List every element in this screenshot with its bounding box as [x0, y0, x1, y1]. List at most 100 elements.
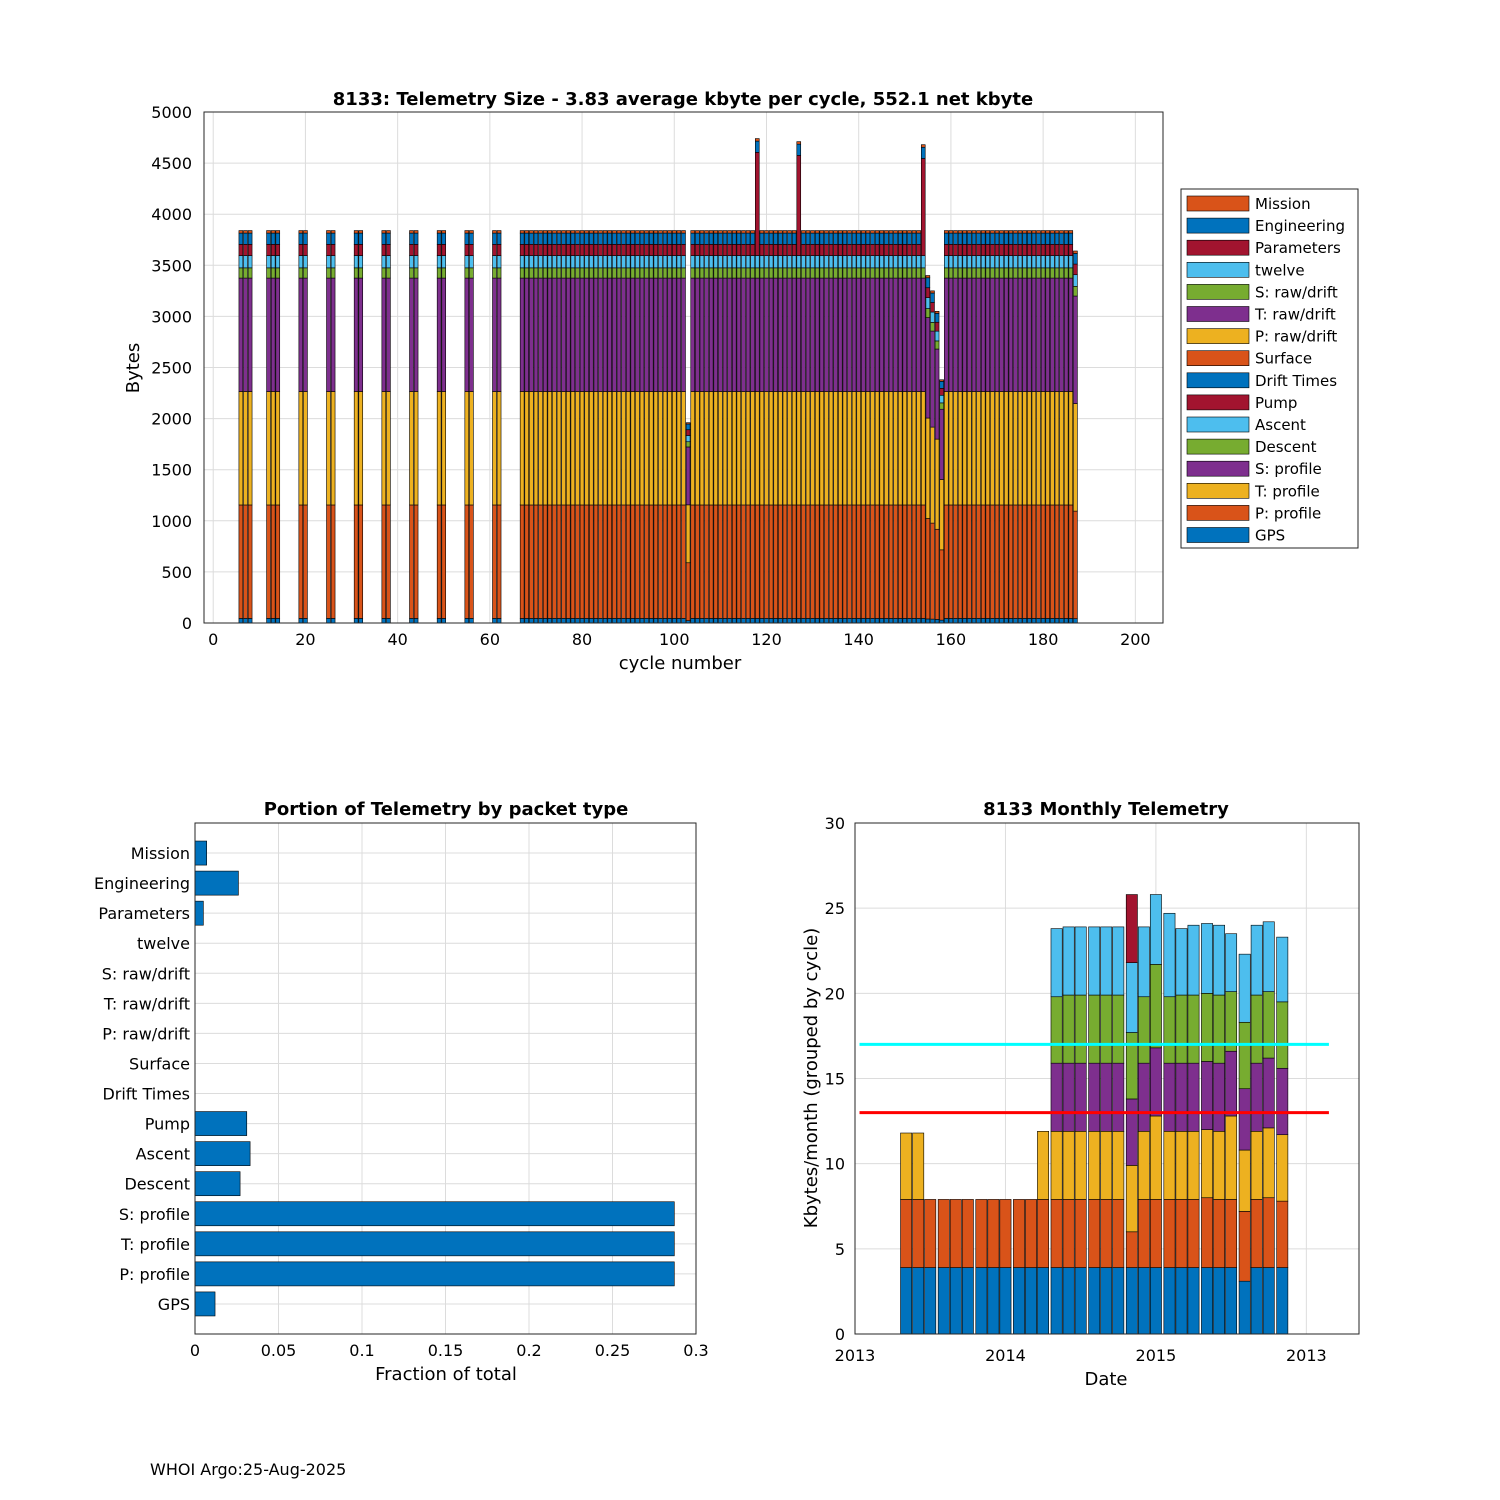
chart1-cycle-bar: [759, 230, 765, 624]
chart1-segment: [796, 277, 802, 392]
chart1-segment: [635, 504, 640, 619]
chart3-segment: [1074, 1131, 1087, 1200]
chart1-segment: [1017, 391, 1023, 506]
chart1-segment: [238, 618, 244, 624]
chart1-segment: [593, 267, 599, 279]
chart1-segment: [1063, 255, 1069, 269]
chart1-segment: [768, 255, 774, 269]
chart1-segment: [994, 618, 1000, 624]
chart2-title: Portion of Telemetry by packet type: [264, 799, 629, 820]
chart1-segment: [759, 230, 765, 234]
chart1-segment: [773, 255, 778, 269]
chart1-segment: [496, 267, 502, 279]
chart1-cycle-bar: [630, 230, 636, 624]
chart1-segment: [782, 267, 788, 279]
chart1-segment: [722, 255, 728, 269]
chart1-segment: [957, 232, 963, 245]
chart1-segment: [409, 267, 414, 279]
chart1-segment: [542, 277, 548, 392]
chart1-segment: [542, 230, 548, 234]
chart1-segment: [879, 255, 885, 269]
chart1-segment: [602, 230, 608, 234]
chart1-cycle-bar: [902, 230, 908, 624]
chart1-segment: [916, 267, 921, 279]
chart1-segment: [768, 267, 774, 279]
chart3-segment: [987, 1199, 1000, 1268]
chart1-segment: [699, 504, 705, 619]
chart1-segment: [1013, 267, 1018, 279]
chart1-segment: [925, 417, 931, 519]
chart1-segment: [847, 230, 852, 234]
chart1-cycle-bar: [985, 230, 991, 624]
chart1-segment: [819, 618, 825, 624]
chart1-segment: [685, 441, 691, 448]
chart1-cycle-bar: [409, 230, 414, 624]
chart1-cycle-bar: [575, 230, 580, 624]
chart1-segment: [616, 504, 622, 619]
chart1-segment: [842, 277, 848, 392]
chart1-segment: [1008, 618, 1014, 624]
chart1-cycle-bar: [612, 230, 617, 624]
chart1-segment: [565, 230, 571, 234]
chart1-cycle-bar: [976, 230, 981, 624]
chart1-segment: [496, 618, 502, 624]
chart3-segment: [1225, 933, 1238, 992]
chart1-segment: [999, 618, 1004, 624]
chart1-segment: [828, 232, 834, 245]
chart1-segment: [1013, 277, 1018, 392]
chart1-segment: [828, 391, 834, 506]
chart1-segment: [980, 255, 986, 269]
chart1-segment: [953, 244, 958, 256]
chart1-xtick-label: 180: [1028, 630, 1059, 649]
chart1-segment: [722, 232, 728, 245]
chart1-title: 8133: Telemetry Size - 3.83 average kbyt…: [333, 89, 1033, 110]
chart1-segment: [612, 277, 617, 392]
chart1-segment: [353, 267, 359, 279]
chart1-cycle-bar: [851, 230, 857, 624]
chart1-segment: [833, 230, 838, 234]
chart1-segment: [745, 232, 751, 245]
chart1-segment: [810, 391, 815, 506]
chart1-segment: [870, 504, 875, 619]
chart3-segment: [900, 1267, 913, 1335]
chart1-cycle-bar: [381, 230, 387, 624]
chart3-segment: [1088, 926, 1101, 996]
chart1-segment: [930, 290, 935, 294]
chart1-segment: [565, 267, 571, 279]
chart1-segment: [944, 504, 949, 619]
chart3-segment: [1062, 1199, 1075, 1268]
chart1-segment: [653, 255, 659, 269]
chart1-segment: [529, 618, 534, 624]
chart1-cycle-bar: [805, 230, 811, 624]
chart2-category-label: P: profile: [119, 1265, 190, 1284]
chart1-segment: [838, 267, 843, 279]
chart1-segment: [1063, 504, 1069, 619]
chart1-segment: [533, 618, 539, 624]
chart3-title: 8133 Monthly Telemetry: [983, 799, 1229, 820]
chart1-segment: [690, 267, 695, 279]
chart1-segment: [736, 255, 742, 269]
chart1-segment: [648, 230, 654, 234]
chart1-segment: [778, 391, 783, 506]
chart3-segment: [1262, 991, 1275, 1059]
chart1-xlabel: cycle number: [619, 653, 742, 674]
chart1-segment: [409, 618, 414, 624]
chart1-segment: [994, 244, 1000, 256]
chart1-segment: [579, 391, 585, 506]
chart1-segment: [575, 618, 580, 624]
chart1-segment: [944, 618, 949, 624]
chart1-cycle-bar: [464, 230, 470, 624]
chart3-xtick-label: 2013: [1286, 1346, 1327, 1365]
chart1-segment: [589, 232, 594, 245]
chart3-month-bar: [1149, 894, 1162, 1335]
chart1-cycle-bar: [243, 230, 248, 624]
chart1-segment: [884, 232, 889, 245]
chart1-segment: [270, 618, 276, 624]
chart1-segment: [930, 302, 935, 313]
chart3-segment: [1137, 1267, 1150, 1335]
chart1-segment: [542, 267, 548, 279]
chart1-legend-label: twelve: [1255, 261, 1305, 279]
chart1-segment: [893, 232, 898, 245]
chart1-segment: [1003, 232, 1009, 245]
chart1-cycle-bar: [801, 230, 806, 624]
